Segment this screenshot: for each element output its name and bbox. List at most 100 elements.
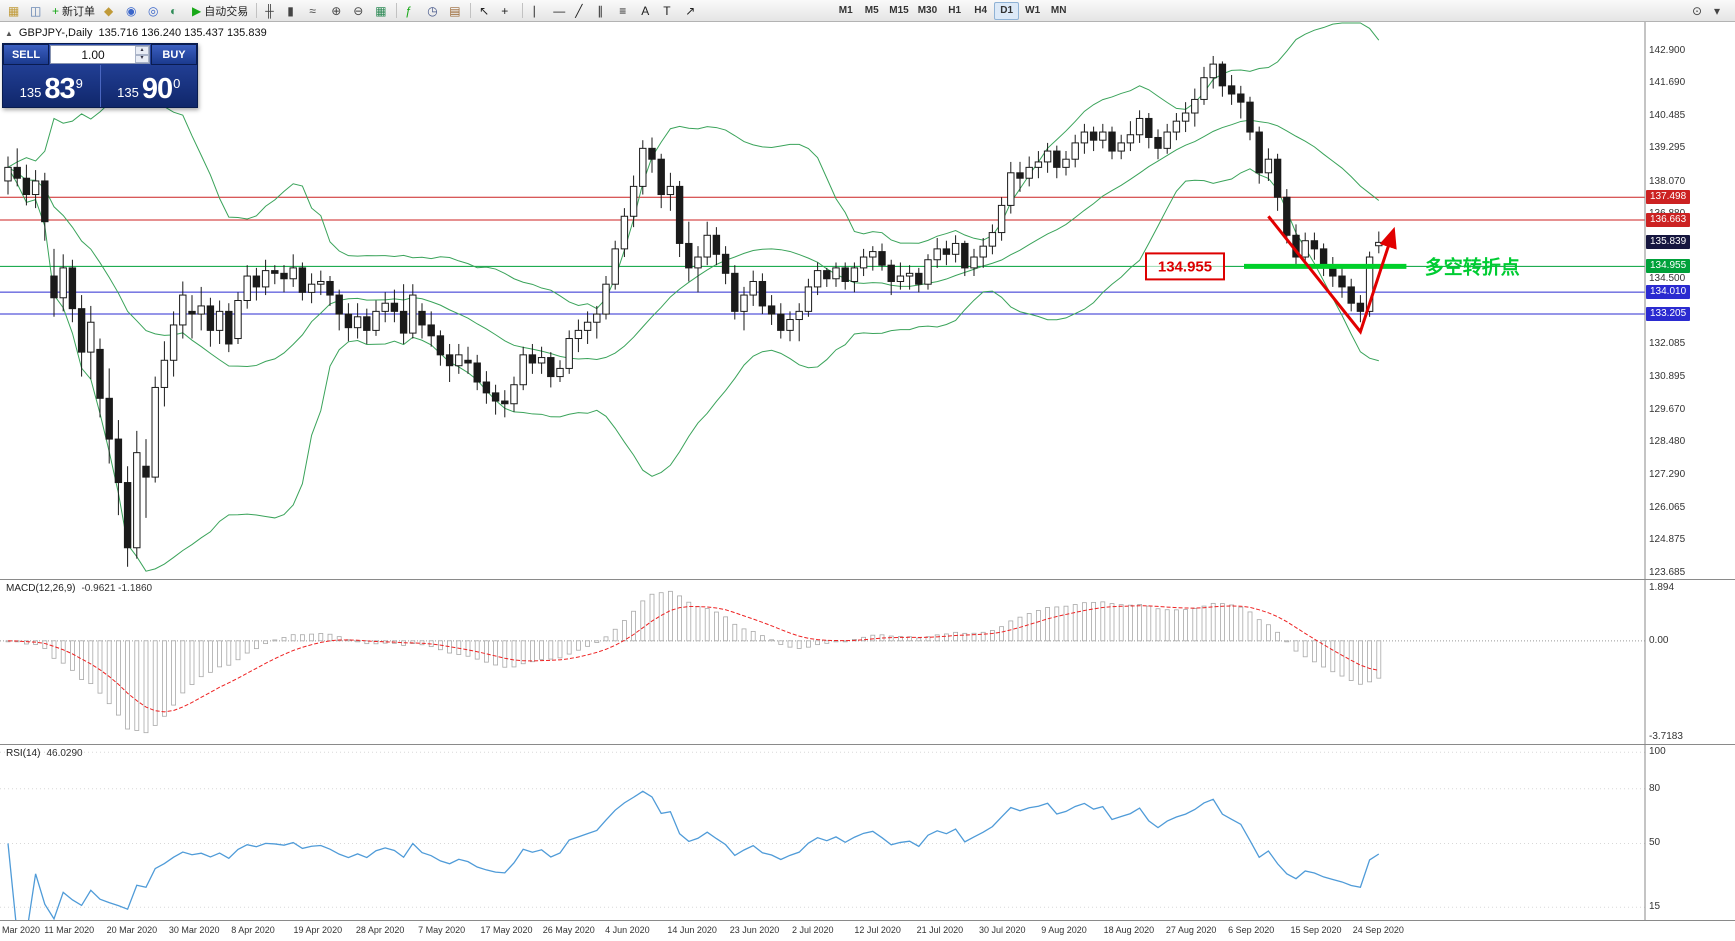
sell-price-sup: 9 [75,76,83,91]
timeframe-w1-button[interactable]: W1 [1020,2,1045,20]
date-axis-label: 27 Aug 2020 [1165,925,1217,935]
zoom-in-icon[interactable]: ⊕ [327,1,348,20]
text-icon-glyph-icon: A [641,3,650,18]
volume-up-button[interactable]: ▴ [135,46,149,55]
buy-button[interactable]: BUY [151,44,197,65]
strategy-tester-icon[interactable]: ◐ [166,1,187,20]
timeframe-m1-button[interactable]: M1 [833,2,858,20]
text-icon[interactable]: A [637,1,658,20]
volume-input[interactable] [51,46,135,63]
label-icon[interactable]: T [659,1,680,20]
timeframe-d1-button[interactable]: D1 [994,1,1020,20]
volume-field: ▴ ▾ [50,45,150,64]
date-axis-label: 26 May 2020 [542,925,595,935]
terminal-icon[interactable]: ◎ [144,1,165,20]
toolbar-divider [256,3,258,18]
price-axis-tick: 123.685 [1649,566,1686,578]
tile-windows-icon[interactable]: ▦ [371,1,392,20]
cursor-icon-glyph-icon: ↖ [479,3,490,18]
volume-down-button[interactable]: ▾ [135,54,149,63]
indicators-icon[interactable]: ƒ [401,1,422,20]
new-order-button[interactable]: + 新订单 [48,1,99,20]
templates-icon[interactable]: ▤ [445,1,466,20]
search-icon-glyph-icon: ⊙ [1692,3,1703,18]
auto-trading-button[interactable]: ▶ 自动交易 [188,1,252,20]
price-axis-tick: 138.070 [1649,175,1686,187]
arrows-icon-glyph-icon: ↗ [685,3,696,18]
timeframe-mn-button[interactable]: MN [1046,2,1071,20]
profiles-icon[interactable]: ◫ [26,1,47,20]
main-chart-panel[interactable]: 134.955 多空转折点 ▲ GBPJPY-,Daily 135.716 136… [0,22,1735,579]
macd-panel[interactable]: MACD(12,26,9) -0.9621 -1.1860 1.894 0.00 -3… [0,580,1735,744]
chart-window-icon[interactable]: ▦ [4,1,25,20]
channel-icon[interactable]: ∥ [593,1,614,20]
macd-axis-tick: 1.894 [1649,582,1675,593]
candlestick-chart-icon[interactable]: ▮ [283,1,304,20]
price-tag-133.205: 133.205 [1646,306,1691,321]
line-chart-icon[interactable]: ≈ [305,1,326,20]
date-axis-label: 8 Apr 2020 [231,925,275,935]
panel-divider [0,744,1735,745]
fibonacci-icon[interactable]: ≡ [615,1,636,20]
turning-point-label: 多空转折点 [1425,255,1520,278]
candlestick-chart-icon-glyph-icon: ▮ [287,3,294,18]
options-icon[interactable]: ▾ [1710,1,1731,20]
sell-price-big: 83 [44,73,75,105]
zoom-out-icon-glyph-icon: ⊖ [353,3,364,18]
one-click-collapse-icon[interactable]: ▲ [5,28,13,38]
rsi-axis-tick: 80 [1649,782,1661,794]
rsi-axis-tick: 50 [1649,837,1661,849]
vertical-line-icon[interactable]: ∣ [527,1,548,20]
crosshair-icon[interactable]: + [497,1,518,20]
v-reversal-arrow[interactable] [1267,215,1397,335]
trendline-icon[interactable]: ╱ [571,1,592,20]
periods-icon[interactable]: ◷ [423,1,444,20]
timeframe-m30-button[interactable]: M30 [914,2,941,20]
rsi-line [7,790,1380,920]
sell-button[interactable]: SELL [3,44,49,65]
buy-price-display[interactable]: 135 90 0 [101,65,198,107]
price-axis-tick: 130.895 [1649,370,1686,382]
arrows-icon[interactable]: ↗ [681,1,702,20]
price-callout-box[interactable] [1145,252,1225,281]
chart-window-icon-glyph-icon: ▦ [8,3,20,18]
timeframe-h4-button[interactable]: H4 [968,2,993,20]
timeframe-m15-button[interactable]: M15 [885,2,912,20]
timeframe-m5-button[interactable]: M5 [859,2,884,20]
fibonacci-icon-glyph-icon: ≡ [619,3,627,18]
date-axis[interactable]: Mar 2020 11 Mar 2020 20 Mar 2020 30 Mar 202… [0,921,1735,941]
main-chart-canvas[interactable]: 134.955 多空转折点 [0,22,1735,579]
search-icon[interactable]: ⊙ [1688,1,1709,20]
price-tag-136.663: 136.663 [1646,212,1691,227]
date-axis-label: 12 Jul 2020 [854,925,901,935]
sell-price-display[interactable]: 135 83 9 [3,65,101,107]
navigator-icon[interactable]: ◉ [122,1,143,20]
bollinger-middle-band [7,119,1380,368]
new-order-button-label: 新订单 [62,5,96,18]
macd-signal-line [7,605,1379,713]
date-axis-label: 11 Mar 2020 [44,925,95,935]
strategy-tester-icon-glyph-icon: ◐ [170,3,178,18]
bollinger-lower-band [7,167,1379,572]
zoom-out-icon[interactable]: ⊖ [349,1,370,20]
navigator-icon-glyph-icon: ◉ [126,3,137,18]
date-axis-label: 4 Jun 2020 [605,925,650,935]
macd-canvas[interactable] [0,580,1735,744]
macd-label: MACD(12,26,9) -0.9621 -1.1860 [6,583,153,594]
sell-price-small: 135 [19,85,42,100]
rsi-canvas[interactable] [0,745,1735,920]
price-axis-tick: 132.085 [1649,338,1686,350]
bar-chart-icon[interactable]: ╫ [261,1,282,20]
date-axis-label: 30 Mar 2020 [168,925,220,935]
price-axis-tick: 139.295 [1649,142,1686,154]
date-axis-label: 21 Jul 2020 [916,925,964,935]
horizontal-line-icon[interactable]: ― [549,1,570,20]
toolbar-divider [470,3,472,18]
price-axis-tick: 127.290 [1649,468,1686,480]
rsi-panel[interactable]: RSI(14) 46.0290 100 80 50 15 [0,745,1735,920]
timeframe-h1-button[interactable]: H1 [942,2,967,20]
periods-icon-glyph-icon: ◷ [427,3,438,18]
charts-icon[interactable]: ◆ [100,1,121,20]
cursor-icon[interactable]: ↖ [475,1,496,20]
